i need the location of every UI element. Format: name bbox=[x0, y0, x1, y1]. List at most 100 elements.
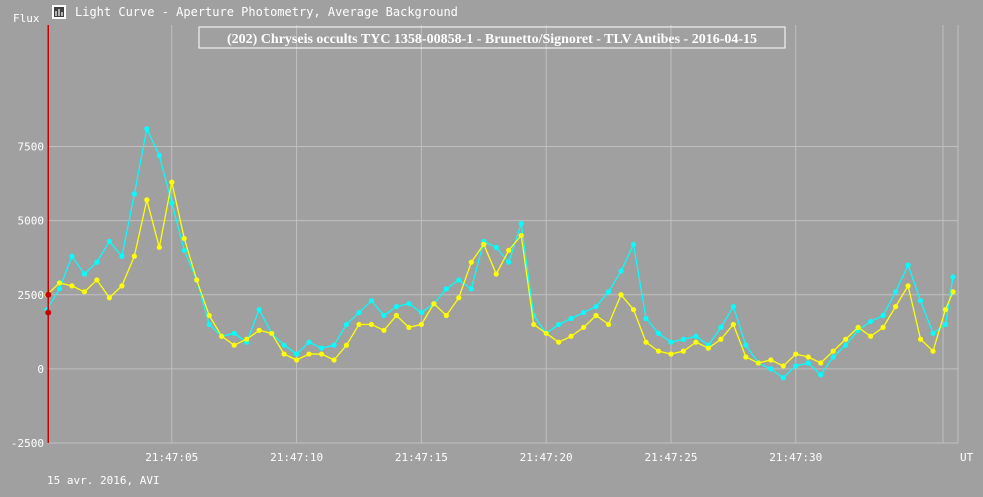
data-point bbox=[256, 306, 262, 313]
data-point bbox=[206, 321, 212, 328]
cursor-marker bbox=[45, 291, 52, 298]
grid-lines bbox=[47, 25, 959, 444]
data-point bbox=[605, 289, 612, 295]
data-point bbox=[343, 321, 350, 328]
data-point bbox=[281, 342, 287, 348]
data-point bbox=[930, 348, 936, 354]
data-point bbox=[56, 286, 63, 292]
data-point bbox=[69, 283, 75, 289]
data-point bbox=[331, 342, 337, 348]
data-point bbox=[156, 244, 162, 250]
data-point bbox=[356, 321, 362, 328]
data-point bbox=[343, 342, 350, 348]
data-point bbox=[531, 321, 537, 328]
data-point bbox=[468, 286, 474, 292]
data-point bbox=[643, 315, 649, 322]
data-point bbox=[81, 289, 88, 295]
data-point bbox=[468, 259, 474, 265]
data-point bbox=[381, 327, 387, 333]
data-point bbox=[780, 375, 786, 381]
data-point bbox=[169, 179, 175, 185]
data-point bbox=[269, 330, 275, 336]
data-point bbox=[106, 238, 112, 245]
data-point bbox=[69, 253, 75, 259]
data-point bbox=[481, 241, 487, 247]
data-point bbox=[356, 309, 362, 316]
data-point bbox=[818, 372, 824, 378]
data-point bbox=[131, 191, 137, 197]
cursor-marker bbox=[45, 309, 52, 316]
data-point bbox=[256, 327, 262, 333]
series-line bbox=[46, 181, 954, 367]
data-point bbox=[743, 354, 749, 360]
data-point bbox=[593, 304, 599, 310]
data-point bbox=[655, 348, 662, 354]
window-title: Light Curve - Aperture Photometry, Avera… bbox=[75, 5, 458, 19]
data-point bbox=[643, 339, 649, 345]
data-point bbox=[581, 324, 587, 330]
data-point bbox=[730, 321, 736, 328]
data-point bbox=[805, 360, 811, 366]
data-point bbox=[443, 312, 449, 319]
y-tick-label: 5000 bbox=[18, 215, 45, 228]
data-point bbox=[456, 295, 462, 301]
data-point bbox=[605, 321, 612, 328]
data-point bbox=[219, 333, 225, 339]
data-point bbox=[680, 348, 687, 354]
data-point bbox=[56, 280, 63, 286]
cursor[interactable] bbox=[45, 25, 52, 443]
data-point bbox=[905, 262, 911, 268]
data-point bbox=[930, 330, 936, 336]
data-point bbox=[618, 268, 624, 274]
data-point bbox=[331, 357, 337, 363]
data-point bbox=[244, 336, 250, 342]
data-point bbox=[693, 333, 699, 339]
axis-ticks: 7500 5000 2500 0 -2500 21:47:05 21:47:10 21:47:… bbox=[11, 141, 822, 464]
data-point bbox=[768, 357, 774, 363]
chart-title-box: (202) Chryseis occults TYC 1358-00858-1 … bbox=[198, 26, 786, 49]
data-point bbox=[156, 152, 162, 159]
y-tick-label: 2500 bbox=[18, 289, 45, 302]
data-point bbox=[368, 321, 375, 328]
data-point bbox=[830, 348, 836, 354]
data-point bbox=[518, 232, 524, 239]
data-point bbox=[293, 351, 300, 357]
data-point bbox=[518, 221, 524, 227]
x-tick-label: 21:47:05 bbox=[145, 451, 198, 464]
data-point bbox=[730, 304, 736, 310]
x-axis-label: UT bbox=[960, 451, 974, 464]
data-point bbox=[418, 309, 424, 316]
data-point bbox=[119, 283, 125, 289]
data-point bbox=[231, 342, 237, 348]
data-point bbox=[293, 357, 300, 363]
data-point bbox=[768, 366, 774, 372]
data-point bbox=[630, 306, 637, 313]
data-point bbox=[318, 351, 325, 357]
data-point bbox=[169, 200, 175, 206]
data-point bbox=[581, 309, 587, 316]
data-point bbox=[805, 354, 811, 360]
data-point bbox=[718, 324, 724, 330]
data-point bbox=[755, 360, 761, 366]
data-point bbox=[119, 253, 125, 259]
data-point bbox=[281, 351, 287, 357]
data-point bbox=[942, 321, 949, 328]
y-tick-label: 0 bbox=[37, 363, 44, 376]
chart-title: (202) Chryseis occults TYC 1358-00858-1 … bbox=[227, 32, 757, 47]
title-bar: Light Curve - Aperture Photometry, Avera… bbox=[52, 5, 458, 19]
chart-app-icon[interactable] bbox=[52, 5, 66, 19]
data-point bbox=[556, 339, 562, 345]
y-tick-label: 7500 bbox=[18, 141, 45, 154]
data-point bbox=[950, 289, 956, 295]
data-point bbox=[106, 295, 112, 301]
data-point bbox=[855, 324, 861, 330]
data-point bbox=[94, 259, 100, 265]
data-point bbox=[506, 259, 512, 265]
data-point bbox=[231, 330, 237, 336]
data-point bbox=[368, 298, 375, 304]
y-axis-label: Flux bbox=[13, 12, 40, 25]
data-point bbox=[942, 306, 949, 313]
data-point bbox=[443, 286, 449, 292]
data-point bbox=[306, 339, 312, 345]
data-point bbox=[318, 345, 325, 351]
